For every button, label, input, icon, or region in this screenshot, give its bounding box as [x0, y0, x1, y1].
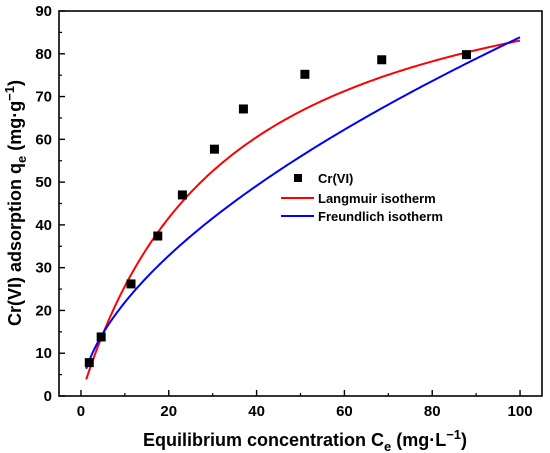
x-tick-label: 100: [508, 403, 533, 420]
y-tick-label: 50: [35, 174, 52, 191]
legend-label-cr-vi: Cr(VI): [318, 171, 353, 186]
data-point: [209, 144, 219, 154]
y-tick-label: 90: [35, 3, 52, 20]
y-tick-label: 0: [44, 388, 52, 405]
freundlich-curve: [85, 36, 521, 370]
x-tick-label: 20: [160, 403, 177, 420]
y-tick-label: 40: [35, 217, 52, 234]
x-tick-label: 80: [424, 403, 441, 420]
x-tick-label: 0: [77, 403, 85, 420]
x-axis-title: Equilibrium concentration Ce (mg·L−1): [143, 427, 467, 453]
legend: Cr(VI) Langmuir isotherm Freundlich isot…: [281, 171, 443, 224]
data-point: [238, 104, 248, 114]
data-point: [126, 279, 136, 289]
y-axis-title: Cr(VI) adsorption qe (mg·g−1): [2, 80, 29, 326]
legend-label-freundlich: Freundlich isotherm: [318, 209, 443, 224]
langmuir-curve: [85, 39, 521, 380]
data-point: [300, 69, 310, 79]
plot-frame: [58, 10, 543, 397]
data-point: [177, 190, 187, 200]
data-point: [153, 231, 163, 241]
legend-marker-cr-vi: [294, 174, 302, 182]
y-tick-label: 30: [35, 260, 52, 277]
y-tick-label: 70: [35, 89, 52, 106]
data-point: [84, 358, 94, 368]
y-tick-label: 10: [35, 345, 52, 362]
axis-ticks: 0 20 40 60 80 100 0 10 20 30 40 50 60 70 80 90: [35, 3, 532, 420]
x-tick-label: 60: [336, 403, 353, 420]
y-tick-label: 20: [35, 302, 52, 319]
data-point: [461, 50, 471, 60]
y-tick-label: 80: [35, 46, 52, 63]
data-point: [96, 332, 106, 342]
x-tick-label: 40: [248, 403, 265, 420]
y-tick-label: 60: [35, 131, 52, 148]
fit-curves: [85, 36, 521, 380]
legend-label-langmuir: Langmuir isotherm: [318, 191, 436, 206]
data-point: [377, 55, 387, 65]
data-points: [84, 50, 471, 368]
